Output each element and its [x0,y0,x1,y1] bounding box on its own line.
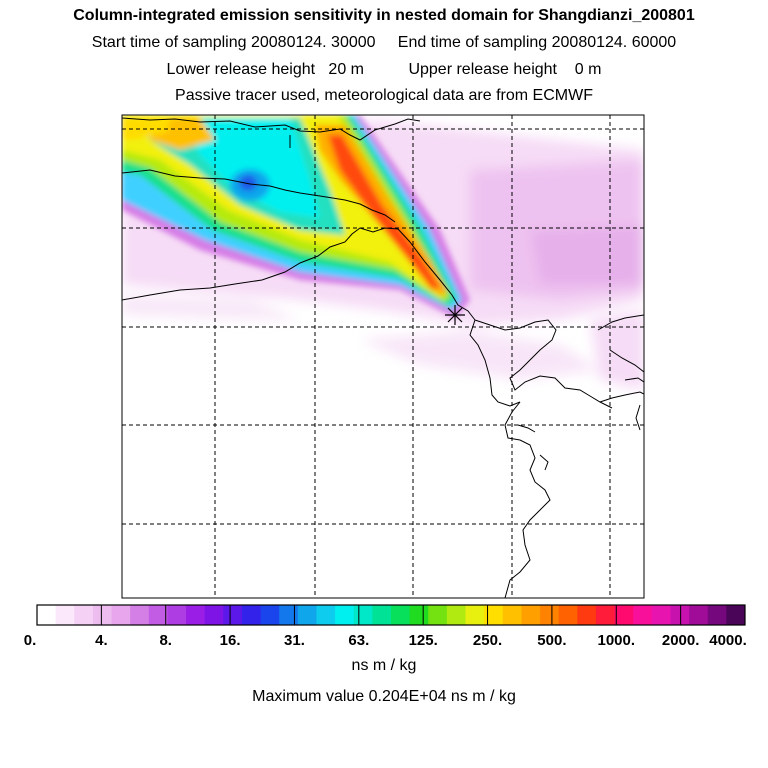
colorbar-swatch [260,605,280,625]
colorbar-swatch [316,605,336,625]
colorbar-swatch [689,605,709,625]
colorbar-tick-label: 0. [23,632,37,649]
colorbar-swatch [74,605,94,625]
release-height-line: Lower release height 20 m Upper release … [166,61,602,78]
colorbar-swatch [595,605,615,625]
colorbar-swatch [111,605,131,625]
colorbar-swatch [558,605,578,625]
colorbar-swatch [55,605,75,625]
tracer-info-line: Passive tracer used, meteorological data… [175,87,593,104]
colorbar-swatch [651,605,671,625]
country-borders [122,117,644,598]
sensitivity-field [122,115,644,390]
colorbar-tick-label: 250. [472,632,503,649]
colorbar-swatch [726,605,746,625]
colorbar-swatch [465,605,485,625]
sampling-time-line: Start time of sampling 20080124. 30000 E… [91,34,677,51]
colorbar-swatch [130,605,150,625]
colorbar-swatch [391,605,411,625]
colorbar-swatch [521,605,541,625]
colorbar-swatch [92,605,112,625]
colorbar-swatch [223,605,243,625]
map-frame [121,114,645,599]
colorbar-tick-label: 16. [219,632,241,649]
colorbar-swatch [167,605,187,625]
colorbar-swatch [241,605,261,625]
colorbar-frame [36,604,746,626]
colorbar-swatch [297,605,317,625]
colorbar-swatch [540,605,560,625]
colorbar-swatch [670,605,690,625]
colorbar-swatch [37,605,57,625]
lat-lon-grid [122,115,644,598]
colorbar-tick-label: 31. [284,632,305,649]
colorbar-swatch [353,605,373,625]
colorbar-tick-label: 4. [95,632,108,649]
receptor-marker [445,305,465,325]
colorbar-tick-label: 1000. [597,632,636,649]
colorbar-tick-label: 63. [348,632,370,649]
colorbar-swatch [279,605,299,625]
colorbar-swatch [484,605,504,625]
plume [122,115,470,318]
map-title: Column-integrated emission sensitivity i… [73,7,695,24]
colorbar-tick-label: 2000. [661,632,700,649]
colorbar-swatch [577,605,597,625]
colorbar-swatch [614,605,634,625]
colorbar-swatch [148,605,168,625]
colorbar-swatch [707,605,727,625]
colorbar-tick-label: 500. [537,632,567,649]
colorbar-swatch [502,605,522,625]
colorbar-unit-label: ns m / kg [351,657,417,674]
colorbar-swatch [633,605,653,625]
colorbar-swatch [409,605,429,625]
colorbar-swatch [204,605,224,625]
colorbar-tick-label: 4000. [709,632,747,649]
colorbar [37,605,746,625]
colorbar-swatch [446,605,466,625]
colorbar-swatch [372,605,392,625]
colorbar-swatch [335,605,355,625]
colorbar-swatch [186,605,206,625]
colorbar-tick-label: 8. [159,632,172,649]
colorbar-tick-label: 125. [408,632,438,649]
colorbar-swatch [428,605,448,625]
maximum-value-label: Maximum value 0.204E+04 ns m / kg [252,688,516,705]
